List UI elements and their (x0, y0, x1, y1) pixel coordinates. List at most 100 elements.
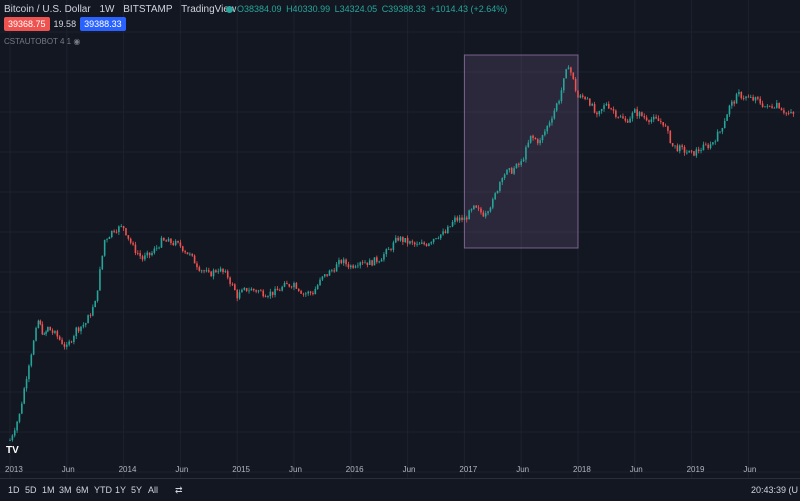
interval-label[interactable]: 1W (99, 4, 115, 15)
candle (468, 209, 470, 220)
x-tick-label: 2015 (232, 465, 250, 474)
candle-body (787, 112, 790, 114)
candle-body (158, 247, 160, 249)
candle (371, 259, 373, 267)
timeframe-1y[interactable]: 1Y (115, 485, 127, 495)
candle-body (473, 205, 475, 210)
candle (269, 288, 272, 299)
candle (465, 215, 468, 223)
timeframe-ytd[interactable]: YTD (94, 485, 112, 495)
candle (612, 106, 615, 114)
candle (103, 239, 106, 257)
candle (260, 289, 262, 292)
candle-body (271, 291, 274, 296)
candle-body (693, 151, 695, 156)
candle (520, 158, 522, 168)
candle (297, 288, 300, 292)
candle-body (191, 253, 194, 256)
candle-body (18, 413, 21, 422)
candle-body (54, 331, 56, 333)
candle (702, 141, 705, 151)
candle (544, 128, 546, 137)
timeframe-3m[interactable]: 3M (59, 485, 72, 495)
candle-body (179, 242, 182, 247)
candle (735, 92, 738, 104)
timeframe-1m[interactable]: 1M (42, 485, 55, 495)
candle (295, 281, 298, 290)
candle (226, 269, 229, 280)
candle-body (745, 96, 747, 99)
candle (264, 294, 267, 298)
candle (28, 364, 30, 383)
candle (32, 339, 35, 356)
candle-body (73, 336, 75, 343)
candle (359, 261, 362, 269)
candle-body (264, 296, 267, 298)
candle-body (577, 90, 579, 98)
candle-body (489, 207, 492, 212)
candle (681, 143, 683, 150)
candle-body (626, 120, 629, 123)
candle-body (733, 101, 735, 104)
candle (444, 229, 447, 234)
candle (778, 102, 780, 109)
sell-price-button[interactable]: 39368.75 (4, 17, 50, 31)
candle-body (252, 288, 255, 291)
candle-body (205, 270, 208, 272)
candle-body (600, 109, 603, 112)
candle-body (269, 291, 272, 297)
candle-body (174, 241, 177, 245)
candle (525, 145, 527, 163)
date-range-icon[interactable]: ⇄ (175, 485, 183, 495)
highlight-rectangle[interactable] (463, 54, 579, 249)
timeframe-5d[interactable]: 5D (25, 485, 37, 495)
candle (662, 122, 664, 128)
timeframe-5y[interactable]: 5Y (131, 485, 143, 495)
timeframe-all[interactable]: All (148, 485, 159, 495)
candle-body (570, 67, 572, 73)
candle-body (165, 240, 167, 242)
candle (366, 262, 369, 268)
candle (752, 94, 754, 102)
candle-body (200, 270, 203, 272)
indicator-legend[interactable]: CSTAUTOBOT 4 1 ◉ (4, 37, 80, 46)
candle-body (695, 149, 698, 156)
timeframe-6m[interactable]: 6M (76, 485, 89, 495)
candle (477, 205, 480, 212)
candle (9, 438, 11, 441)
candle (425, 243, 428, 247)
candle-body (702, 144, 705, 151)
candle (721, 127, 724, 135)
candle (766, 103, 769, 109)
candle (660, 118, 662, 125)
candle-body (380, 259, 383, 262)
timeframe-1d[interactable]: 1D (8, 485, 20, 495)
candle (567, 65, 570, 70)
candle-body (731, 101, 733, 106)
candle-body (437, 238, 440, 239)
candle (70, 340, 73, 344)
candle (428, 242, 430, 247)
candle (626, 118, 629, 123)
candle-body (792, 111, 795, 114)
candle (484, 210, 487, 219)
candle (764, 106, 766, 108)
candle-body (761, 103, 764, 107)
candle-body (229, 277, 231, 284)
x-tick-label: Jun (403, 465, 416, 474)
candle (783, 107, 785, 115)
symbol-name[interactable]: Bitcoin / U.S. Dollar (4, 4, 91, 15)
eye-icon[interactable]: ◉ (73, 37, 81, 46)
candle (165, 239, 167, 242)
candle-body (155, 247, 158, 249)
candle-body (622, 116, 624, 119)
candle (593, 101, 596, 114)
x-tick-label: Jun (630, 465, 643, 474)
candle-body (302, 293, 305, 295)
candle (776, 100, 778, 109)
candle-body (754, 97, 757, 101)
buy-price-button[interactable]: 39388.33 (80, 17, 126, 31)
candle-body (716, 131, 719, 142)
candle-body (376, 257, 378, 262)
